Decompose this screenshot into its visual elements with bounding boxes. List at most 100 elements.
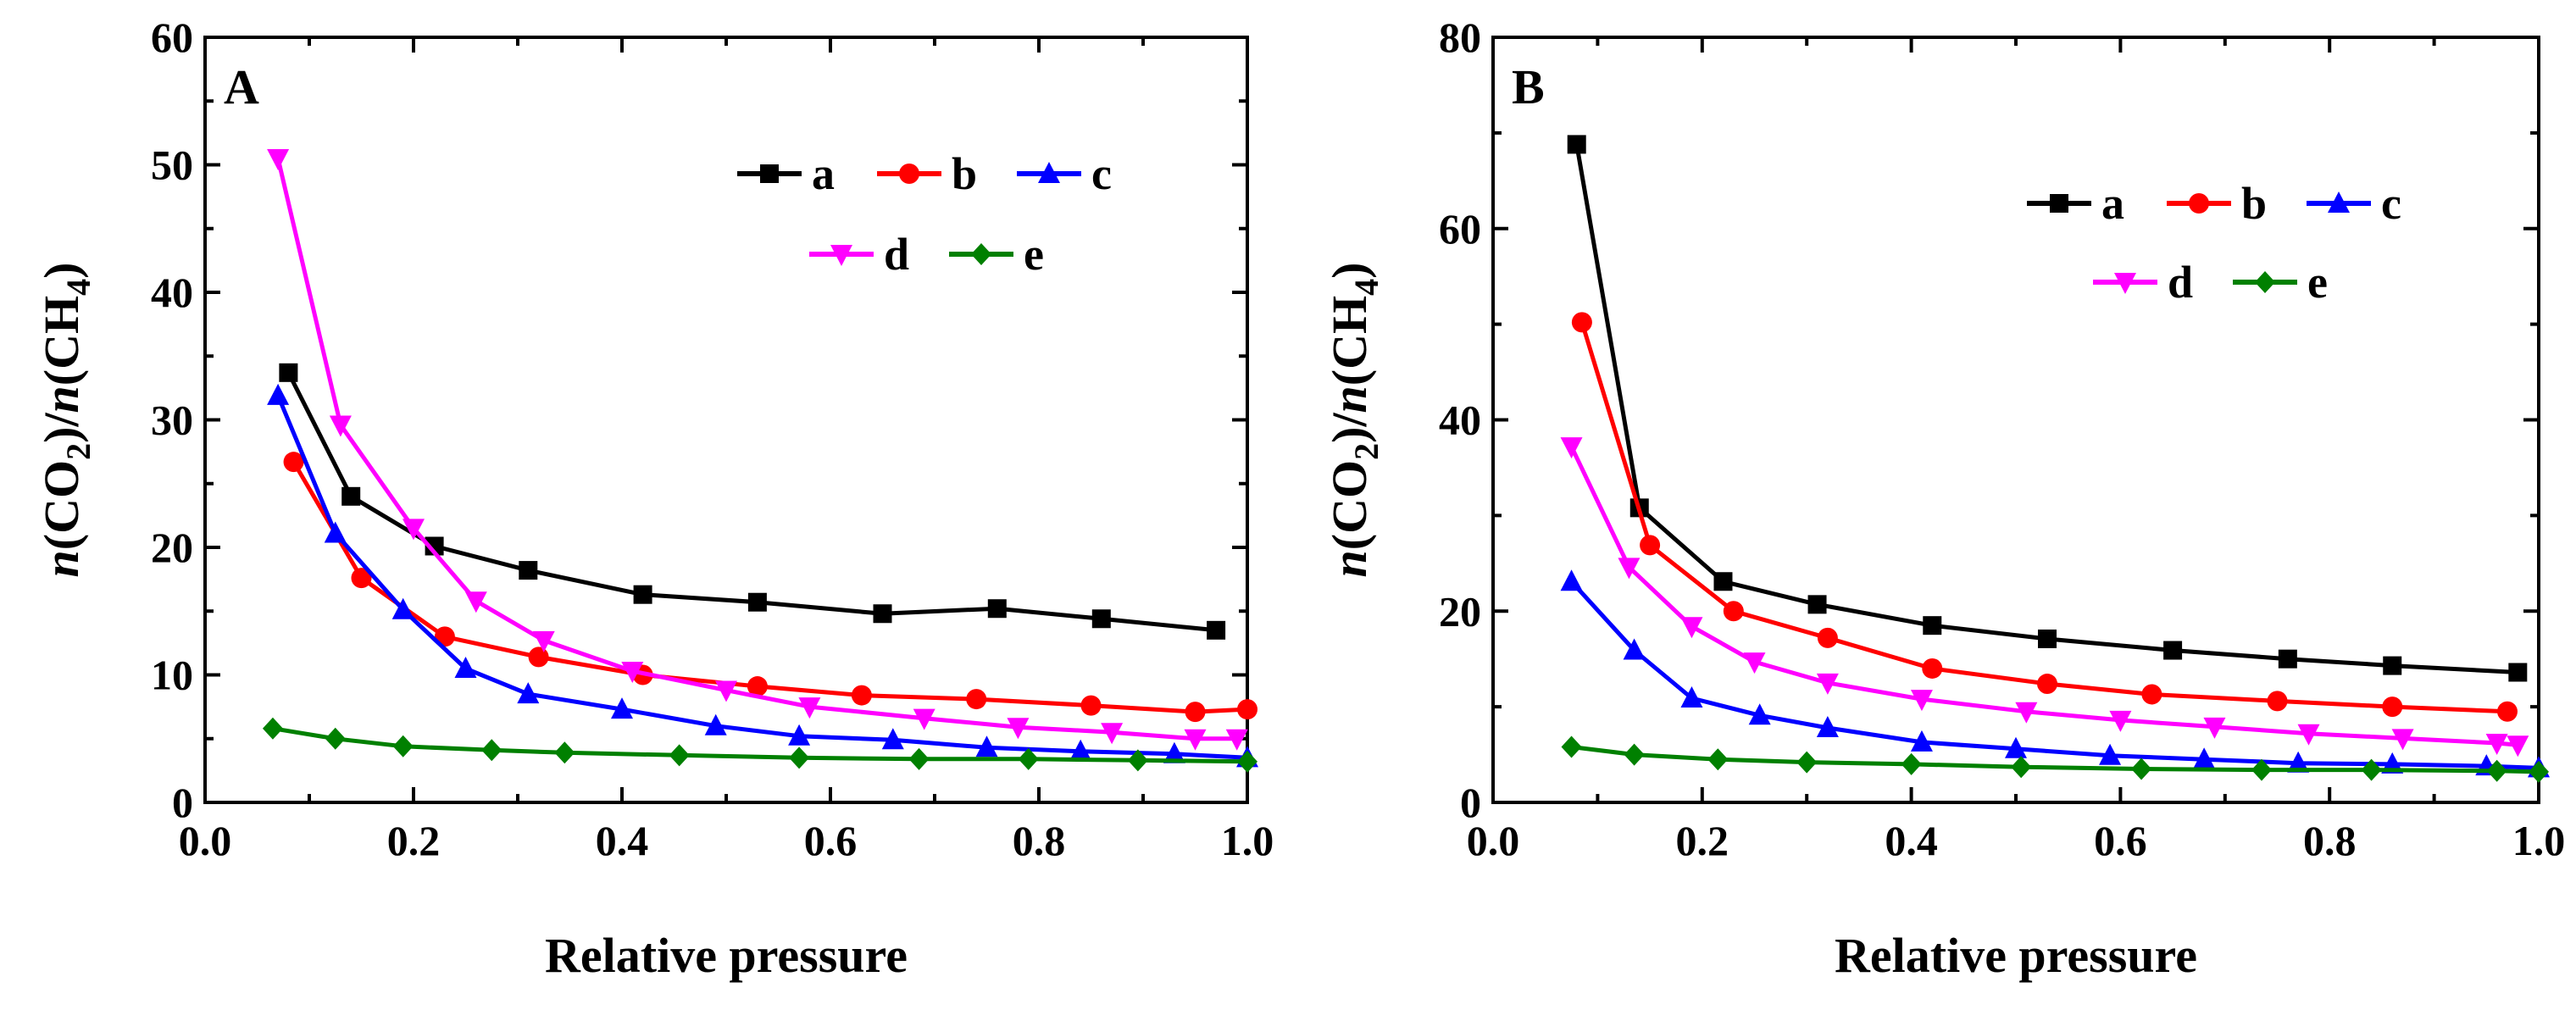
y-axis-label-part: ) <box>34 263 89 279</box>
data-point-e <box>1018 747 1039 770</box>
x-tick-label: 0.0 <box>179 817 232 864</box>
series-d <box>1560 437 2529 758</box>
series-d <box>267 148 1248 751</box>
data-point-e <box>2529 760 2549 783</box>
legend-label-d: d <box>884 229 909 280</box>
legend-label-b: b <box>952 148 977 199</box>
y-axis-label-part: )/ <box>34 413 89 443</box>
data-point-e <box>1561 735 1582 758</box>
data-point-a <box>1923 616 1942 635</box>
chart-panel-A: 0.0 0.2 0.4 0.6 0.8 1.0 0 10 20 30 40 50 60 Relative … <box>34 14 1274 983</box>
legend-marker-c <box>1038 162 1060 183</box>
legend-label-d: d <box>2168 257 2193 308</box>
y-axis-label: n(CO2)/n(CH4) <box>34 263 97 578</box>
data-point-e <box>1901 752 1922 775</box>
y-tick-label: 0 <box>1460 779 1481 826</box>
data-point-e <box>908 747 930 770</box>
data-point-a <box>1567 135 1586 154</box>
data-point-b <box>1922 658 1943 679</box>
data-point-e <box>554 741 575 764</box>
legend-marker-c <box>2328 191 2350 213</box>
series-line-d <box>275 158 1237 741</box>
data-point-d <box>2297 724 2320 746</box>
y-axis-label-part: )/ <box>1322 413 1377 443</box>
x-tick-label: 0.2 <box>387 817 441 864</box>
legend-label-e: e <box>1024 229 1044 280</box>
x-tick-label: 0.8 <box>1013 817 1066 864</box>
data-point-d <box>798 697 821 719</box>
data-point-d <box>1560 437 1583 459</box>
data-point-c <box>1748 703 1771 725</box>
data-point-c <box>1816 715 1839 737</box>
series-a <box>279 363 1226 640</box>
data-point-e <box>2361 758 2382 781</box>
y-axis-label: n(CO2)/n(CH4) <box>1322 263 1385 578</box>
data-point-d <box>2507 735 2529 758</box>
legend-marker-e <box>971 243 991 265</box>
data-point-d <box>2015 702 2038 724</box>
data-point-b <box>1185 702 1206 723</box>
data-point-c <box>1560 569 1583 591</box>
y-axis-label-part: n <box>1322 550 1377 577</box>
y-axis-label-part: 4 <box>1347 279 1385 296</box>
data-point-c <box>517 682 540 704</box>
data-point-e <box>2251 758 2272 781</box>
y-tick-label: 10 <box>151 652 193 699</box>
x-tick-label: 0.6 <box>2094 817 2147 864</box>
data-point-b <box>966 689 987 710</box>
data-point-c <box>1910 730 1933 752</box>
data-point-a <box>1713 572 1733 591</box>
x-tick-label: 0.8 <box>2303 817 2357 864</box>
legend-label-a: a <box>812 148 835 199</box>
data-point-e <box>1624 743 1645 766</box>
data-point-d <box>1816 673 1839 695</box>
data-point-b <box>1237 699 1257 720</box>
data-point-d <box>2203 717 2226 739</box>
data-point-e <box>325 727 346 750</box>
data-point-a <box>1091 609 1111 629</box>
legend-marker-d <box>2114 273 2136 294</box>
y-tick-label: 40 <box>1439 397 1481 444</box>
data-point-d <box>913 708 935 730</box>
series-line-b <box>291 460 1248 714</box>
x-tick-label: 0.4 <box>1885 817 1938 864</box>
y-tick-label: 60 <box>151 14 193 61</box>
x-axis-label: Relative pressure <box>545 928 908 983</box>
data-point-e <box>262 717 283 740</box>
data-point-d <box>2485 734 2508 756</box>
data-point-c <box>975 735 998 758</box>
data-point-d <box>621 661 644 683</box>
data-point-e <box>392 735 414 758</box>
data-point-d <box>1225 729 1248 751</box>
data-point-c <box>881 728 904 750</box>
chart-panel-B: 0.0 0.2 0.4 0.6 0.8 1.0 0 20 40 60 80 Relative pres… <box>1322 14 2565 983</box>
data-point-a <box>2038 629 2057 648</box>
data-point-b <box>747 676 768 697</box>
y-axis-label-part: n <box>1322 386 1377 413</box>
data-point-b <box>2141 684 2162 705</box>
data-point-b <box>1080 695 1102 716</box>
data-point-d <box>1618 558 1641 580</box>
data-point-c <box>611 697 633 719</box>
series-line-a <box>1574 143 2518 674</box>
data-point-c <box>2005 736 2027 758</box>
y-axis-label-part: ) <box>1322 263 1377 279</box>
y-axis-label-part: (CO <box>34 460 89 550</box>
data-point-e <box>1127 749 1148 772</box>
data-point-c <box>2193 747 2216 769</box>
data-point-b <box>2267 691 2288 712</box>
y-axis-label-part: 4 <box>59 279 97 296</box>
data-point-b <box>2037 674 2058 695</box>
plot-frame <box>1491 36 2540 804</box>
data-point-c <box>391 597 414 619</box>
legend-label-c: c <box>2381 178 2401 229</box>
data-point-d <box>1184 729 1207 751</box>
y-tick-label: 30 <box>151 397 193 444</box>
legend-label-c: c <box>1091 148 1112 199</box>
data-point-d <box>1101 723 1124 745</box>
data-point-b <box>2496 701 2518 722</box>
data-point-d <box>1680 617 1703 639</box>
y-tick-label: 50 <box>151 142 193 189</box>
y-tick-label: 40 <box>151 269 193 316</box>
data-point-b <box>1640 535 1661 556</box>
